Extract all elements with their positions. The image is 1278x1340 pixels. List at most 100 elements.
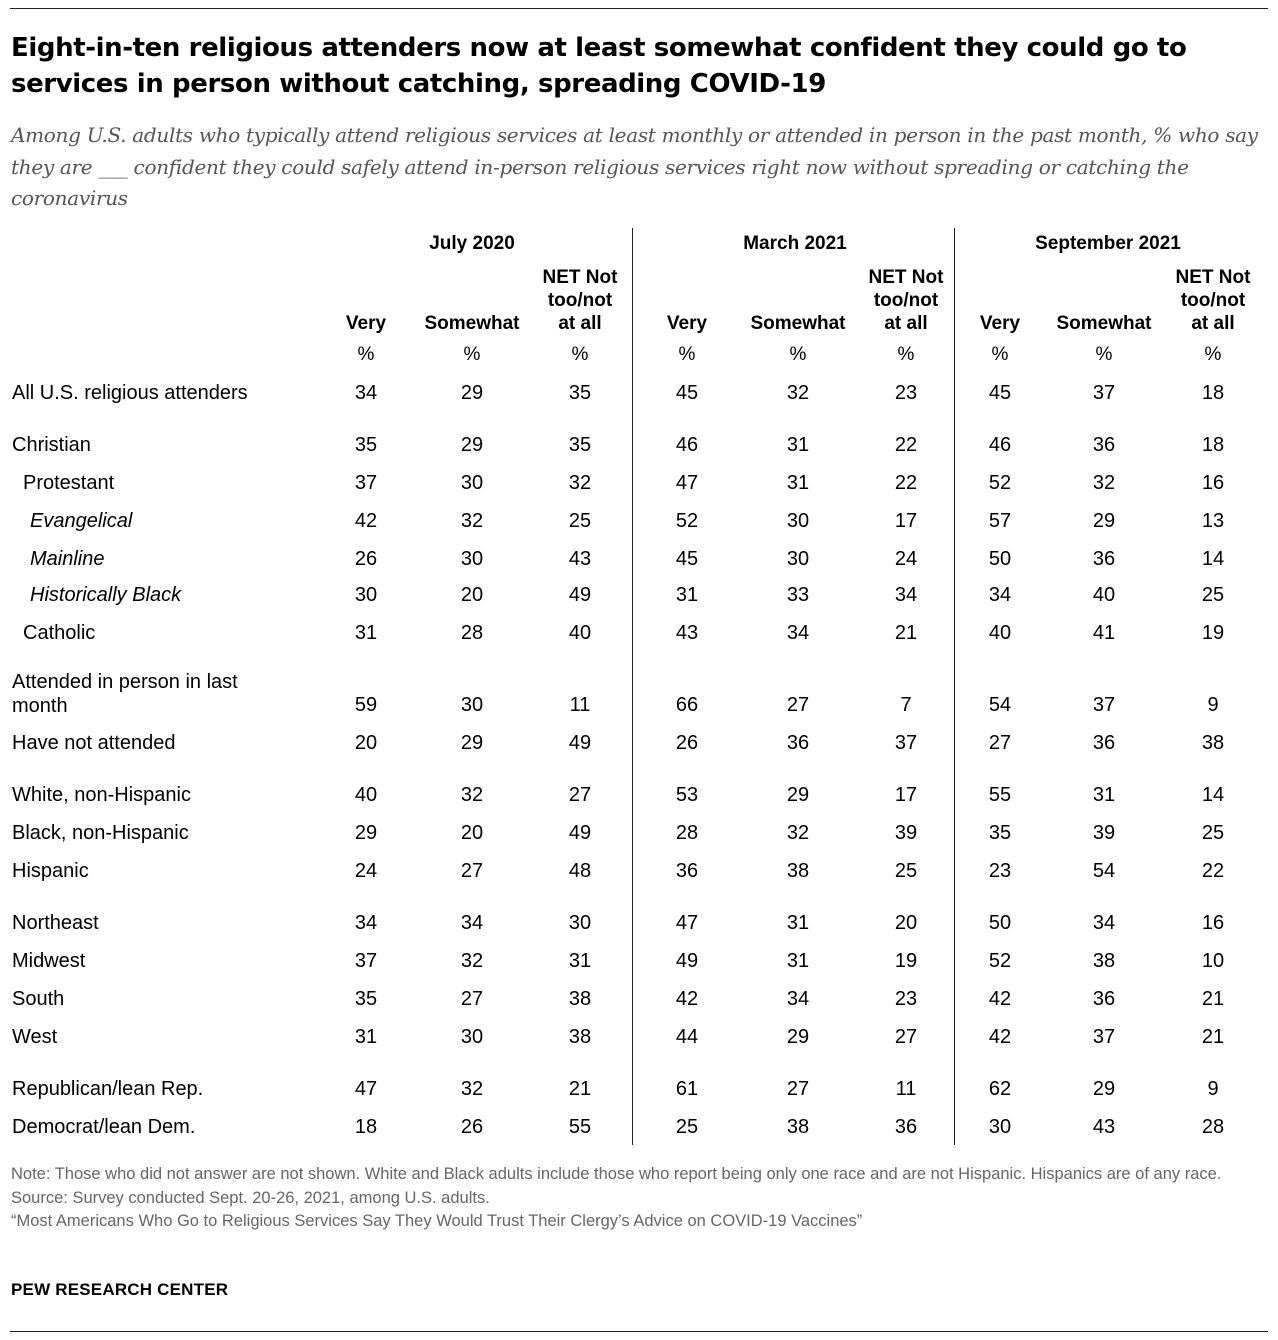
- row-label-white-non-hispanic: White, non-Hispanic: [12, 784, 191, 806]
- table-cell: 37: [354, 950, 378, 972]
- column-header-very: Very: [979, 313, 1021, 334]
- row-label-west: West: [12, 1026, 58, 1048]
- note-text: Note: Those who did not answer are not s…: [11, 1165, 1222, 1183]
- table-cell: 35: [988, 822, 1012, 844]
- table-cell: 32: [1092, 472, 1116, 494]
- row-label-catholic: Catholic: [23, 622, 96, 644]
- table-cell: 26: [460, 1116, 484, 1138]
- table-cell: 21: [894, 622, 918, 644]
- table-cell: 28: [675, 822, 699, 844]
- percent-unit-label: %: [991, 344, 1009, 365]
- table-cell: 43: [568, 548, 592, 570]
- table-cell: 20: [460, 584, 484, 606]
- table-cell: 25: [1201, 584, 1225, 606]
- table-cell: 47: [675, 472, 699, 494]
- table-cell: 19: [894, 950, 918, 972]
- table-cell: 52: [988, 950, 1012, 972]
- table-cell: 45: [988, 382, 1012, 404]
- table-cell: 25: [894, 860, 918, 882]
- table-cell: 21: [1201, 988, 1225, 1010]
- percent-unit-label: %: [357, 344, 375, 365]
- table-cell: 24: [894, 548, 918, 570]
- table-cell: 49: [568, 822, 592, 844]
- table-cell: 20: [460, 822, 484, 844]
- table-cell: 42: [988, 1026, 1012, 1048]
- percent-unit-label: %: [1204, 344, 1222, 365]
- table-cell: 31: [786, 912, 810, 934]
- table-cell: 11: [569, 694, 591, 716]
- row-label-south: South: [12, 988, 65, 1010]
- table-cell: 61: [675, 1078, 699, 1100]
- table-cell: 27: [460, 988, 484, 1010]
- table-cell: 38: [568, 1026, 592, 1048]
- table-cell: 27: [460, 860, 484, 882]
- table-cell: 34: [894, 584, 918, 606]
- table-cell: 44: [675, 1026, 699, 1048]
- table-cell: 31: [568, 950, 592, 972]
- table-cell: 32: [460, 784, 484, 806]
- table-cell: 34: [786, 622, 810, 644]
- table-cell: 34: [354, 912, 378, 934]
- table-cell: 36: [894, 1116, 918, 1138]
- table-cell: 34: [460, 912, 484, 934]
- table-cell: 31: [354, 1026, 378, 1048]
- table-cell: 43: [675, 622, 699, 644]
- table-cell: 57: [988, 510, 1012, 532]
- table-cell: 26: [675, 732, 699, 754]
- table-cell: 16: [1201, 472, 1225, 494]
- row-label-democrat-lean-dem: Democrat/lean Dem.: [12, 1116, 196, 1138]
- table-cell: 25: [1201, 822, 1225, 844]
- table-cell: 45: [675, 382, 699, 404]
- percent-unit-label: %: [463, 344, 481, 365]
- table-cell: 32: [786, 382, 810, 404]
- table-cell: 55: [988, 784, 1012, 806]
- table-cell: 59: [354, 694, 378, 716]
- table-cell: 19: [1201, 622, 1225, 644]
- table-cell: 29: [1092, 1078, 1116, 1100]
- table-cell: 20: [894, 912, 918, 934]
- table-cell: 32: [568, 472, 592, 494]
- table-cell: 11: [895, 1078, 917, 1100]
- table-cell: 46: [675, 434, 699, 456]
- table-cell: 17: [894, 510, 918, 532]
- table-cell: 35: [354, 988, 378, 1010]
- source-text: Source: Survey conducted Sept. 20-26, 20…: [11, 1188, 490, 1207]
- table-cell: 29: [1092, 510, 1116, 532]
- table-cell: 16: [1201, 912, 1225, 934]
- table-cell: 30: [988, 1116, 1012, 1138]
- table-cell: 29: [460, 434, 484, 456]
- row-label-midwest: Midwest: [12, 950, 86, 972]
- group-header-september-2021: September 2021: [1035, 233, 1181, 254]
- table-cell: 50: [988, 912, 1012, 934]
- table-cell: 27: [894, 1026, 918, 1048]
- table-cell: 25: [675, 1116, 699, 1138]
- table-cell: 31: [1092, 784, 1116, 806]
- table-cell: 27: [988, 732, 1012, 754]
- percent-unit-label: %: [678, 344, 696, 365]
- row-label-all-u-s-religious-attenders: All U.S. religious attenders: [12, 382, 248, 404]
- table-cell: 28: [1201, 1116, 1225, 1138]
- row-label-northeast: Northeast: [12, 912, 99, 934]
- table-cell: 54: [1092, 860, 1116, 882]
- row-label-historically-black: Historically Black: [30, 584, 182, 606]
- column-header-net-not-too-not-at-all: NET Not too/not at all: [1175, 267, 1251, 334]
- table-cell: 39: [1092, 822, 1116, 844]
- table-cell: 10: [1201, 950, 1225, 972]
- table-cell: 49: [675, 950, 699, 972]
- table-cell: 50: [988, 548, 1012, 570]
- table-cell: 32: [460, 1078, 484, 1100]
- percent-unit-label: %: [1095, 344, 1113, 365]
- table-cell: 36: [1092, 988, 1116, 1010]
- table-cell: 52: [675, 510, 699, 532]
- table-cell: 30: [568, 912, 592, 934]
- table-cell: 18: [1201, 434, 1225, 456]
- table-cell: 22: [1201, 860, 1225, 882]
- table-cell: 66: [675, 694, 699, 716]
- table-cell: 27: [786, 694, 810, 716]
- table-cell: 31: [786, 434, 810, 456]
- row-label-mainline: Mainline: [30, 548, 105, 570]
- percent-unit-label: %: [897, 344, 915, 365]
- table-cell: 20: [354, 732, 378, 754]
- table-cell: 27: [568, 784, 592, 806]
- table-cell: 40: [988, 622, 1012, 644]
